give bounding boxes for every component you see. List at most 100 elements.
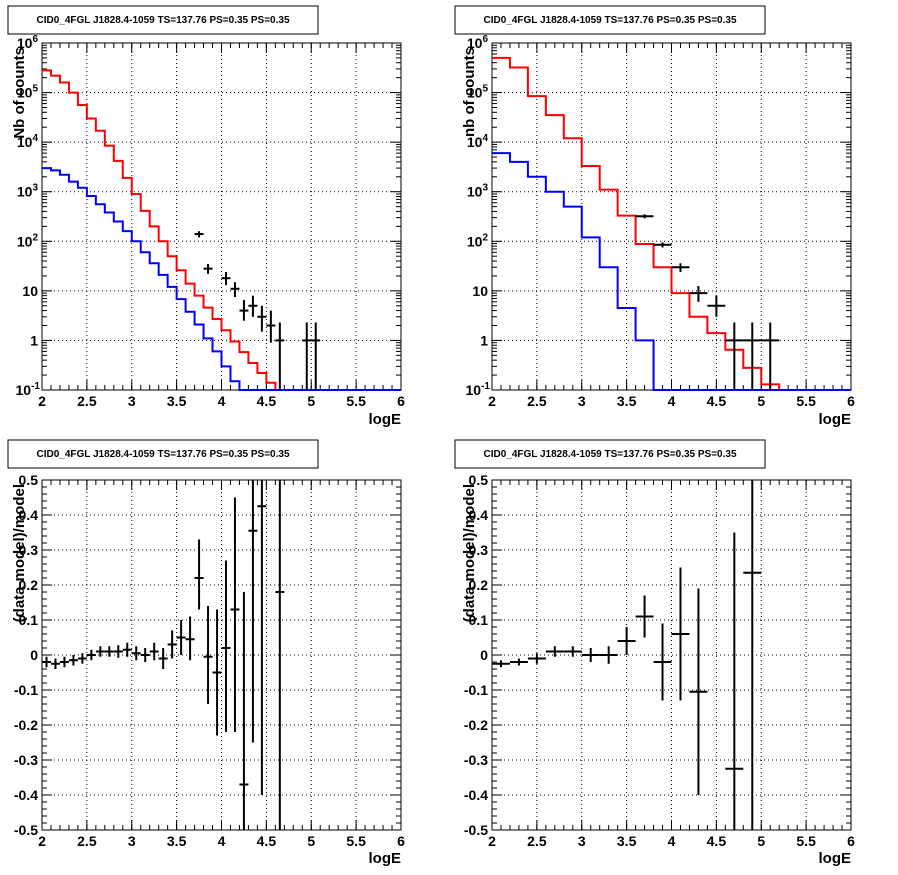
data-point [167,630,177,659]
y-tick-label: 0.1 [19,612,39,628]
data-point [492,660,510,668]
x-axis-label: logE [369,850,402,867]
data-point [203,263,213,274]
data-point [563,646,582,657]
x-tick-label: 4 [218,833,226,849]
data-point [671,567,690,701]
x-tick-label: 2 [488,833,496,849]
y-tick-label-exponent: 6 [32,34,38,45]
data-point [194,539,204,610]
y-tick-label: 1 [30,332,38,348]
y-axis-label: (data-model)/model [11,484,28,622]
data-point [257,480,267,795]
y-tick-label-exponent: -1 [481,381,490,392]
model-total-histogram [492,56,851,391]
y-tick-label: 1 [480,332,488,348]
model-source-histogram [492,152,851,391]
data-point [743,322,762,390]
y-tick-label: 103 [467,183,489,200]
x-tick-label: 2.5 [77,833,97,849]
x-tick-label: 5.5 [346,833,366,849]
data-point [689,286,708,302]
y-tick-label-exponent: 6 [482,34,488,45]
x-tick-label: 5 [307,393,315,409]
data-point [77,653,87,664]
x-tick-label: 6 [847,393,855,409]
data-point [68,655,78,666]
data-point [509,658,528,666]
y-axis-label: (data-model)/model [461,484,478,622]
panel-bottom-left-residuals: 2 2.5 3 3.5 4 4.5 5 5.5 6 -0.5 -0.4 -0.3 -0.2 -0.1 0 0.… [7,439,405,867]
y-tick-label: 10-1 [466,381,491,398]
x-tick-label: 3.5 [167,833,187,849]
data-point [239,300,249,321]
y-tick-label-base: 10 [467,134,483,150]
data-point [50,658,60,669]
y-tick-label-base: 10 [467,85,483,101]
y-tick-label-exponent: 2 [482,232,488,243]
x-tick-label: 2.5 [527,393,547,409]
panel-title-box [454,5,766,35]
panel-title: CID0_4FGL J1828.4-1059 TS=137.76 PS=0.35… [36,449,289,460]
x-tick-label: 6 [397,393,405,409]
y-tick-label: -0.1 [464,682,488,698]
data-point [230,497,240,732]
y-tick-label-exponent: 3 [32,183,38,194]
y-tick-label-exponent: -1 [31,381,40,392]
data-point [221,272,231,286]
y-tick-label: 104 [17,133,39,150]
y-tick-label: 0.4 [469,507,489,523]
panel-title: CID0_4FGL J1828.4-1059 TS=137.76 PS=0.35… [483,449,736,460]
data-point [527,653,546,664]
x-axis-label: logE [819,850,852,867]
data-point [86,649,96,661]
x-tick-label: 2 [38,393,46,409]
data-point [545,646,564,657]
data-point [95,646,105,657]
data-point [635,595,654,638]
data-point [158,648,168,669]
y-tick-label: 102 [17,232,39,249]
model-total-histogram [42,69,401,391]
data-point [617,627,636,655]
y-tick-label-exponent: 4 [482,133,488,144]
y-tick-label-base: 10 [467,233,483,249]
panel-top-left-counts: 2 2.5 3 3.5 4 4.5 5 5.5 610-1110102103104105106C… [7,5,405,428]
y-tick-label-base: 10 [466,382,482,398]
x-tick-label: 4.5 [707,393,727,409]
data-point [59,656,69,668]
data-point [113,645,123,658]
data-point [275,480,285,830]
data-point [653,242,672,248]
x-tick-label: 3 [578,833,586,849]
data-point [635,214,654,219]
panel-title-box [454,439,766,469]
x-tick-label: 5.5 [796,393,816,409]
model-source-histogram [42,167,401,391]
y-tick-label-base: 10 [17,35,33,51]
y-tick-label-exponent: 5 [32,84,38,95]
panel-title-box [7,439,319,469]
data-point [42,656,51,668]
panel-title-box [7,5,319,35]
data-point [653,623,672,701]
y-tick-label-base: 10 [17,184,33,200]
x-tick-label: 4.5 [707,833,727,849]
x-tick-label: 3 [128,833,136,849]
x-tick-label: 4 [668,393,676,409]
y-tick-label: 0.4 [19,507,39,523]
y-tick-label: -0.5 [14,822,38,838]
x-tick-label: 3.5 [617,833,637,849]
panel-title: CID0_4FGL J1828.4-1059 TS=137.76 PS=0.35… [36,15,289,26]
panel-bottom-right-residuals: 2 2.5 3 3.5 4 4.5 5 5.5 6 -0.5 -0.4 -0.3 -0.2 -0.1 0 0.… [454,439,855,867]
x-tick-label: 6 [847,833,855,849]
data-point [239,592,249,830]
x-tick-label: 2 [38,833,46,849]
data-point [149,642,159,661]
y-tick-label: 106 [17,34,39,51]
x-tick-label: 3 [578,393,586,409]
y-tick-label-base: 10 [17,233,33,249]
data-point [599,646,618,664]
y-tick-label: 10 [472,283,488,299]
